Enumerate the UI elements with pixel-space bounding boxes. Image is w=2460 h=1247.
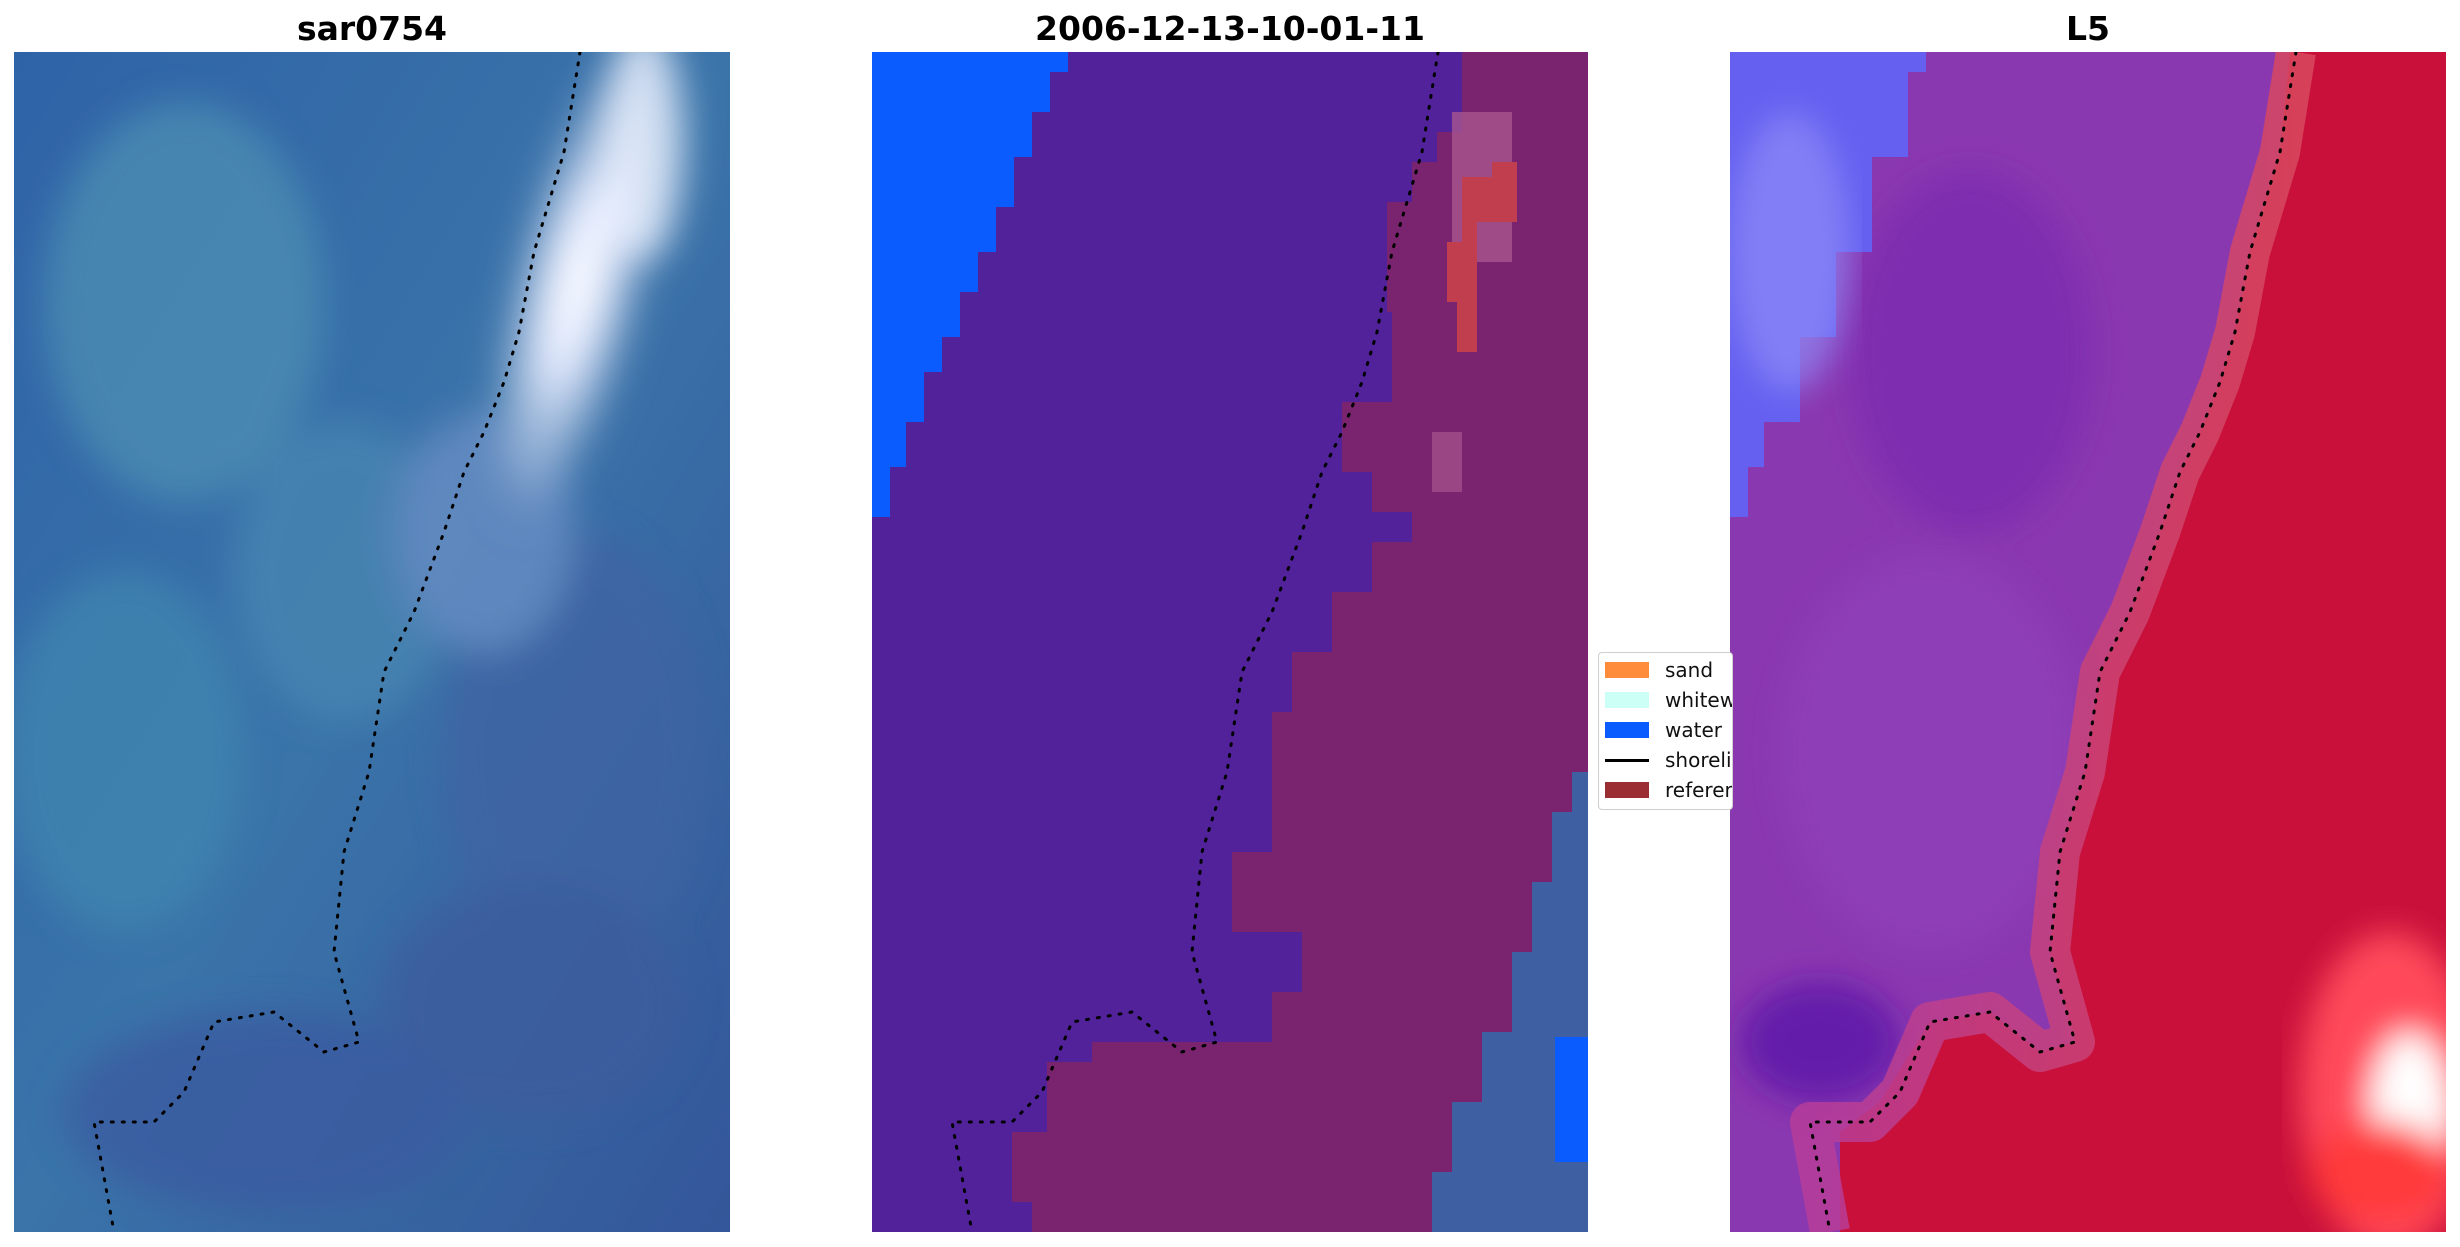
water-class-patch [1555,1037,1588,1162]
classified-image [872,52,1588,1232]
legend-item-sand: sand [1605,658,1713,682]
sand-swatch [1605,662,1649,678]
sar-image-panel [14,52,730,1232]
sand-band-l5 [1840,52,2446,1232]
reference-class-region [1012,52,1588,1232]
whitewater-swatch [1605,692,1649,708]
bright-class-patch [1447,162,1517,352]
l5-image-panel [1730,52,2446,1232]
legend-label-shoreline: shoreline [1665,748,1732,772]
panel-title-l5: L5 [2066,9,2110,48]
panel-title-classified: 2006-12-13-10-01-11 [1035,9,1425,48]
classified-image-panel [872,52,1588,1232]
panel-title-sar: sar0754 [296,9,448,48]
sar-image [14,52,730,1232]
l5-image [1730,52,2446,1232]
shoreline-sar [92,52,582,1232]
shoreline-l5 [1808,52,2298,1232]
shoreline-classified [950,52,1440,1232]
water-swatch [1605,722,1649,738]
reference-swatch [1605,782,1649,798]
legend-item-water: water [1605,718,1722,742]
legend-item-shoreline: shoreline [1605,748,1732,772]
shoreline-line-swatch [1605,758,1649,762]
legend-label-reference: reference [1665,778,1732,802]
legend-item-reference: reference [1605,778,1732,802]
water-class-region [872,52,1068,517]
legend-label-sand: sand [1665,658,1714,682]
legend-label-water: water [1665,718,1722,742]
